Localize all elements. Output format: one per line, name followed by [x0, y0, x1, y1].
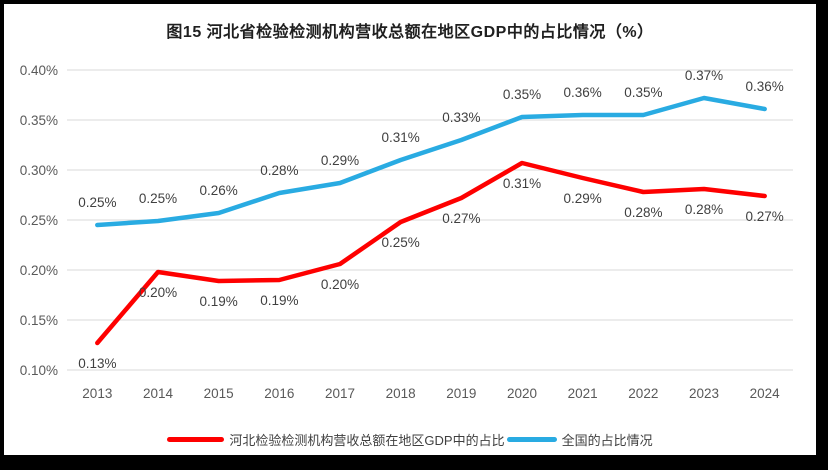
x-axis-tick-label: 2016 — [264, 386, 294, 401]
data-point-label: 0.29% — [321, 153, 359, 168]
legend-line-marker-icon — [506, 437, 557, 442]
legend-label: 全国的占比情况 — [561, 433, 653, 448]
y-axis-tick-label: 0.15% — [20, 313, 58, 328]
x-axis-tick-label: 2022 — [628, 386, 658, 401]
data-point-label: 0.28% — [260, 163, 298, 178]
data-point-label: 0.13% — [78, 356, 116, 371]
data-point-label: 0.37% — [685, 68, 723, 83]
x-axis-tick-label: 2021 — [568, 386, 598, 401]
data-point-label: 0.19% — [200, 294, 238, 309]
data-point-label: 0.28% — [685, 202, 723, 217]
data-point-label: 0.25% — [78, 195, 116, 210]
data-point-label: 0.35% — [503, 87, 541, 102]
data-point-label: 0.20% — [321, 277, 359, 292]
data-point-label: 0.19% — [260, 293, 298, 308]
data-point-label: 0.27% — [746, 209, 784, 224]
x-axis-tick-label: 2015 — [204, 386, 234, 401]
data-point-label: 0.27% — [442, 211, 480, 226]
legend-line-marker-icon — [167, 437, 225, 442]
x-axis-tick-label: 2020 — [507, 386, 537, 401]
x-axis-tick-label: 2018 — [386, 386, 416, 401]
x-axis-tick-label: 2024 — [750, 386, 781, 401]
data-point-label: 0.20% — [139, 285, 177, 300]
data-point-label: 0.36% — [564, 85, 602, 100]
y-axis-tick-label: 0.40% — [20, 63, 58, 78]
data-point-label: 0.29% — [564, 191, 602, 206]
legend-label: 河北检验检测机构营收总额在地区GDP中的占比 — [229, 433, 505, 448]
data-point-label: 0.25% — [139, 191, 177, 206]
x-axis-tick-label: 2019 — [446, 386, 476, 401]
data-point-label: 0.31% — [503, 176, 541, 191]
chart-legend: 河北检验检测机构营收总额在地区GDP中的占比 全国的占比情况 — [4, 430, 816, 449]
x-axis-tick-label: 2017 — [325, 386, 355, 401]
data-point-label: 0.35% — [624, 85, 662, 100]
series-line — [95, 160, 767, 346]
data-point-label: 0.33% — [442, 110, 480, 125]
x-axis-tick-label: 2023 — [689, 386, 719, 401]
y-axis-tick-label: 0.25% — [20, 213, 58, 228]
y-axis-tick-label: 0.10% — [20, 363, 58, 378]
chart-title: 图15 河北省检验检测机构营收总额在地区GDP中的占比情况（%） — [166, 24, 654, 41]
x-axis-tick-label: 2013 — [82, 386, 112, 401]
x-axis-tick-label: 2014 — [143, 386, 174, 401]
y-axis-tick-label: 0.30% — [20, 163, 58, 178]
data-point-label: 0.36% — [746, 79, 784, 94]
legend-item: 全国的占比情况 — [506, 430, 653, 449]
data-point-label: 0.26% — [200, 183, 238, 198]
data-point-label: 0.28% — [624, 205, 662, 220]
data-point-label: 0.31% — [382, 130, 420, 145]
legend-item: 河北检验检测机构营收总额在地区GDP中的占比 — [167, 430, 505, 449]
series-line — [95, 95, 767, 228]
y-axis-tick-label: 0.35% — [20, 113, 58, 128]
y-axis-tick-label: 0.20% — [20, 263, 58, 278]
data-point-label: 0.25% — [382, 235, 420, 250]
